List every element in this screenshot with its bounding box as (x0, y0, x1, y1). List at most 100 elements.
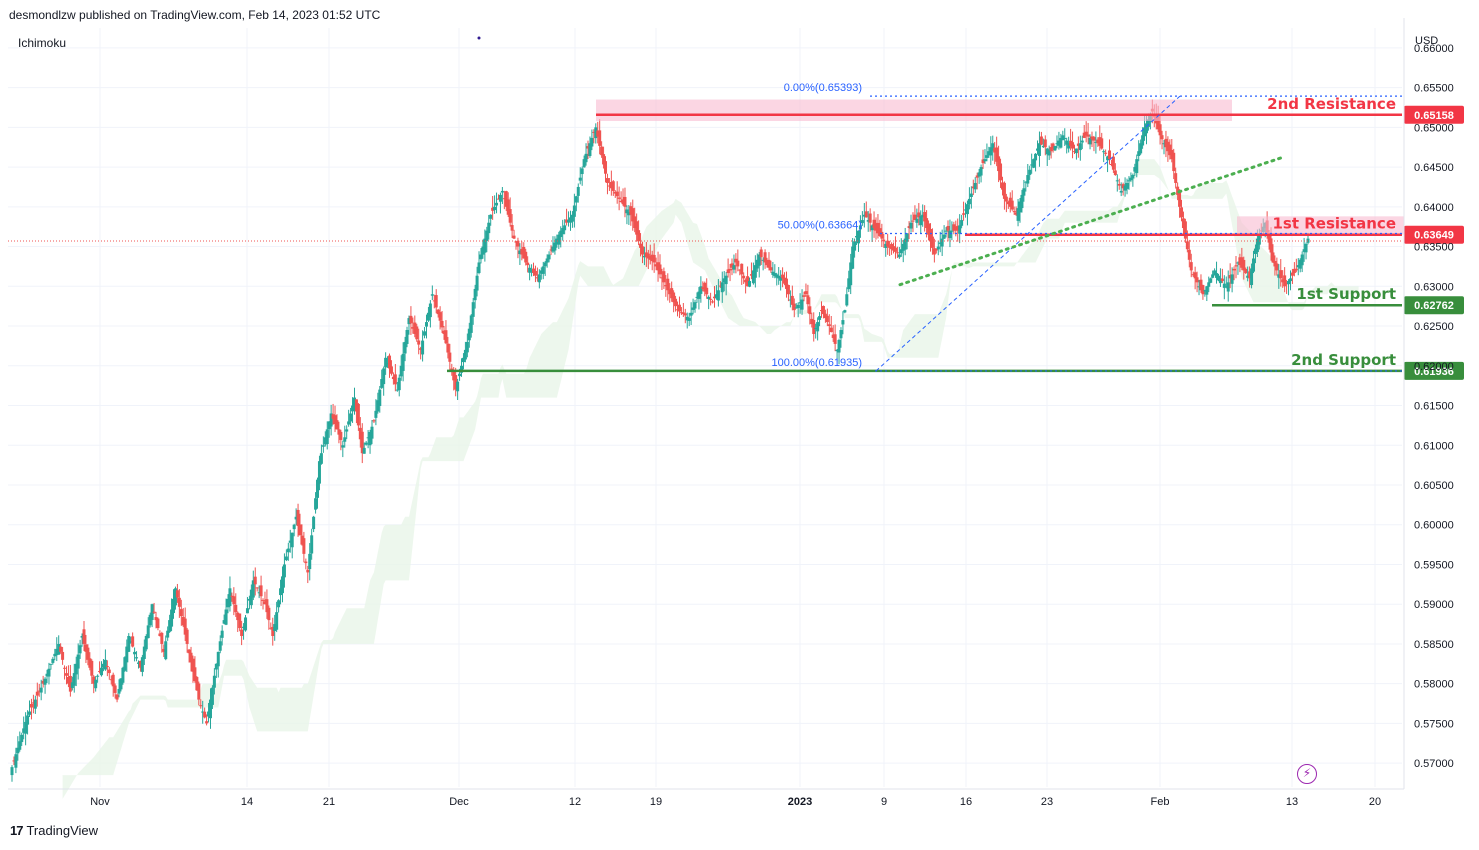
candle-body (1094, 141, 1098, 143)
candle-body (890, 243, 894, 250)
candle-body (629, 206, 633, 215)
candle-body (290, 532, 294, 548)
candle-body (765, 259, 769, 266)
candle-body (530, 270, 534, 272)
candle-body (45, 673, 49, 677)
level-label: 2nd Support (1291, 351, 1396, 369)
candle-body (498, 194, 502, 202)
candle-body (1008, 197, 1012, 207)
candle-body (979, 167, 983, 176)
candle-body (337, 429, 341, 435)
candle-body (905, 233, 909, 242)
candle-body (635, 221, 639, 235)
candle-body (928, 229, 932, 242)
candle-body (191, 658, 195, 672)
candle-body (496, 198, 500, 200)
candle-body (856, 230, 860, 244)
candle-body (224, 609, 228, 625)
time-tick-label: 12 (569, 796, 581, 808)
price-tick-label: 0.63500 (1414, 242, 1454, 254)
candle-body (502, 198, 506, 200)
candle-body (1285, 283, 1289, 285)
candle-body (1156, 115, 1160, 130)
candle-body (851, 246, 855, 269)
flash-icon[interactable]: ⚡ (1297, 764, 1317, 784)
candle-body (786, 285, 790, 295)
candle-body (1304, 243, 1308, 253)
candle-body (1174, 173, 1178, 183)
candle-body (207, 711, 211, 717)
candle-body (672, 292, 676, 303)
candle-body (296, 509, 300, 527)
candle-body (600, 146, 604, 156)
candle-body (607, 185, 611, 187)
time-tick-label: 13 (1286, 796, 1298, 808)
candle-body (777, 275, 781, 279)
candle-body (999, 163, 1003, 181)
candle-body (685, 316, 689, 321)
candle-body (1191, 274, 1195, 276)
candle-body (1069, 140, 1073, 146)
candle-body (475, 275, 479, 291)
candle-body (92, 676, 96, 684)
candle-body (783, 277, 787, 284)
candle-body (185, 629, 189, 644)
candle-body (456, 381, 460, 392)
candle-body (448, 352, 452, 362)
time-tick-label: 20 (1369, 796, 1381, 808)
candle-body (257, 592, 261, 594)
candle-body (175, 590, 179, 598)
candle-body (1129, 177, 1133, 181)
candle-body (584, 153, 588, 163)
candle-body (265, 599, 269, 613)
candle-body (802, 295, 806, 297)
tradingview-logo-icon: 17 (10, 823, 24, 838)
candle-body (712, 296, 716, 299)
candle-body (78, 645, 82, 654)
candle-body (430, 294, 434, 296)
candle-body (251, 580, 255, 598)
candle-body (199, 705, 203, 707)
candle-body (279, 588, 283, 596)
candle-body (380, 379, 384, 388)
candle-body (858, 225, 862, 230)
candle-body (728, 268, 732, 271)
candle-body (1022, 188, 1026, 196)
candle-body (280, 576, 284, 594)
candle-body (131, 636, 135, 647)
candle-body (428, 303, 432, 318)
candle-body (1115, 180, 1119, 182)
candle-body (512, 235, 516, 239)
candle-body (602, 154, 606, 165)
candle-body (362, 447, 366, 454)
level-label: 1st Support (1296, 285, 1396, 303)
candle-body (479, 254, 483, 260)
candle-body (1234, 265, 1238, 267)
candle-body (461, 357, 465, 363)
candle-body (781, 274, 785, 279)
candle-body (331, 414, 335, 419)
currency-label: USD (1415, 35, 1439, 47)
candle-body (925, 218, 929, 229)
candle-body (798, 302, 802, 304)
candle-body (1026, 175, 1030, 184)
candle-body (1121, 184, 1125, 189)
candle-body (109, 679, 113, 681)
candle-body (543, 262, 547, 267)
candle-body (598, 130, 602, 146)
candle-body (1242, 259, 1246, 271)
candle-body (378, 389, 382, 406)
candle-body (1236, 262, 1240, 264)
candle-body (1127, 180, 1131, 182)
candle-body (989, 147, 993, 156)
candle-body (604, 161, 608, 174)
candle-body (255, 587, 259, 589)
candle-body (825, 315, 829, 323)
candle-body (1032, 159, 1036, 168)
candle-body (356, 403, 360, 426)
candle-body (37, 690, 41, 692)
candle-body (304, 561, 308, 564)
indicator-label[interactable]: Ichimoku (18, 36, 67, 50)
candle-body (312, 516, 316, 530)
